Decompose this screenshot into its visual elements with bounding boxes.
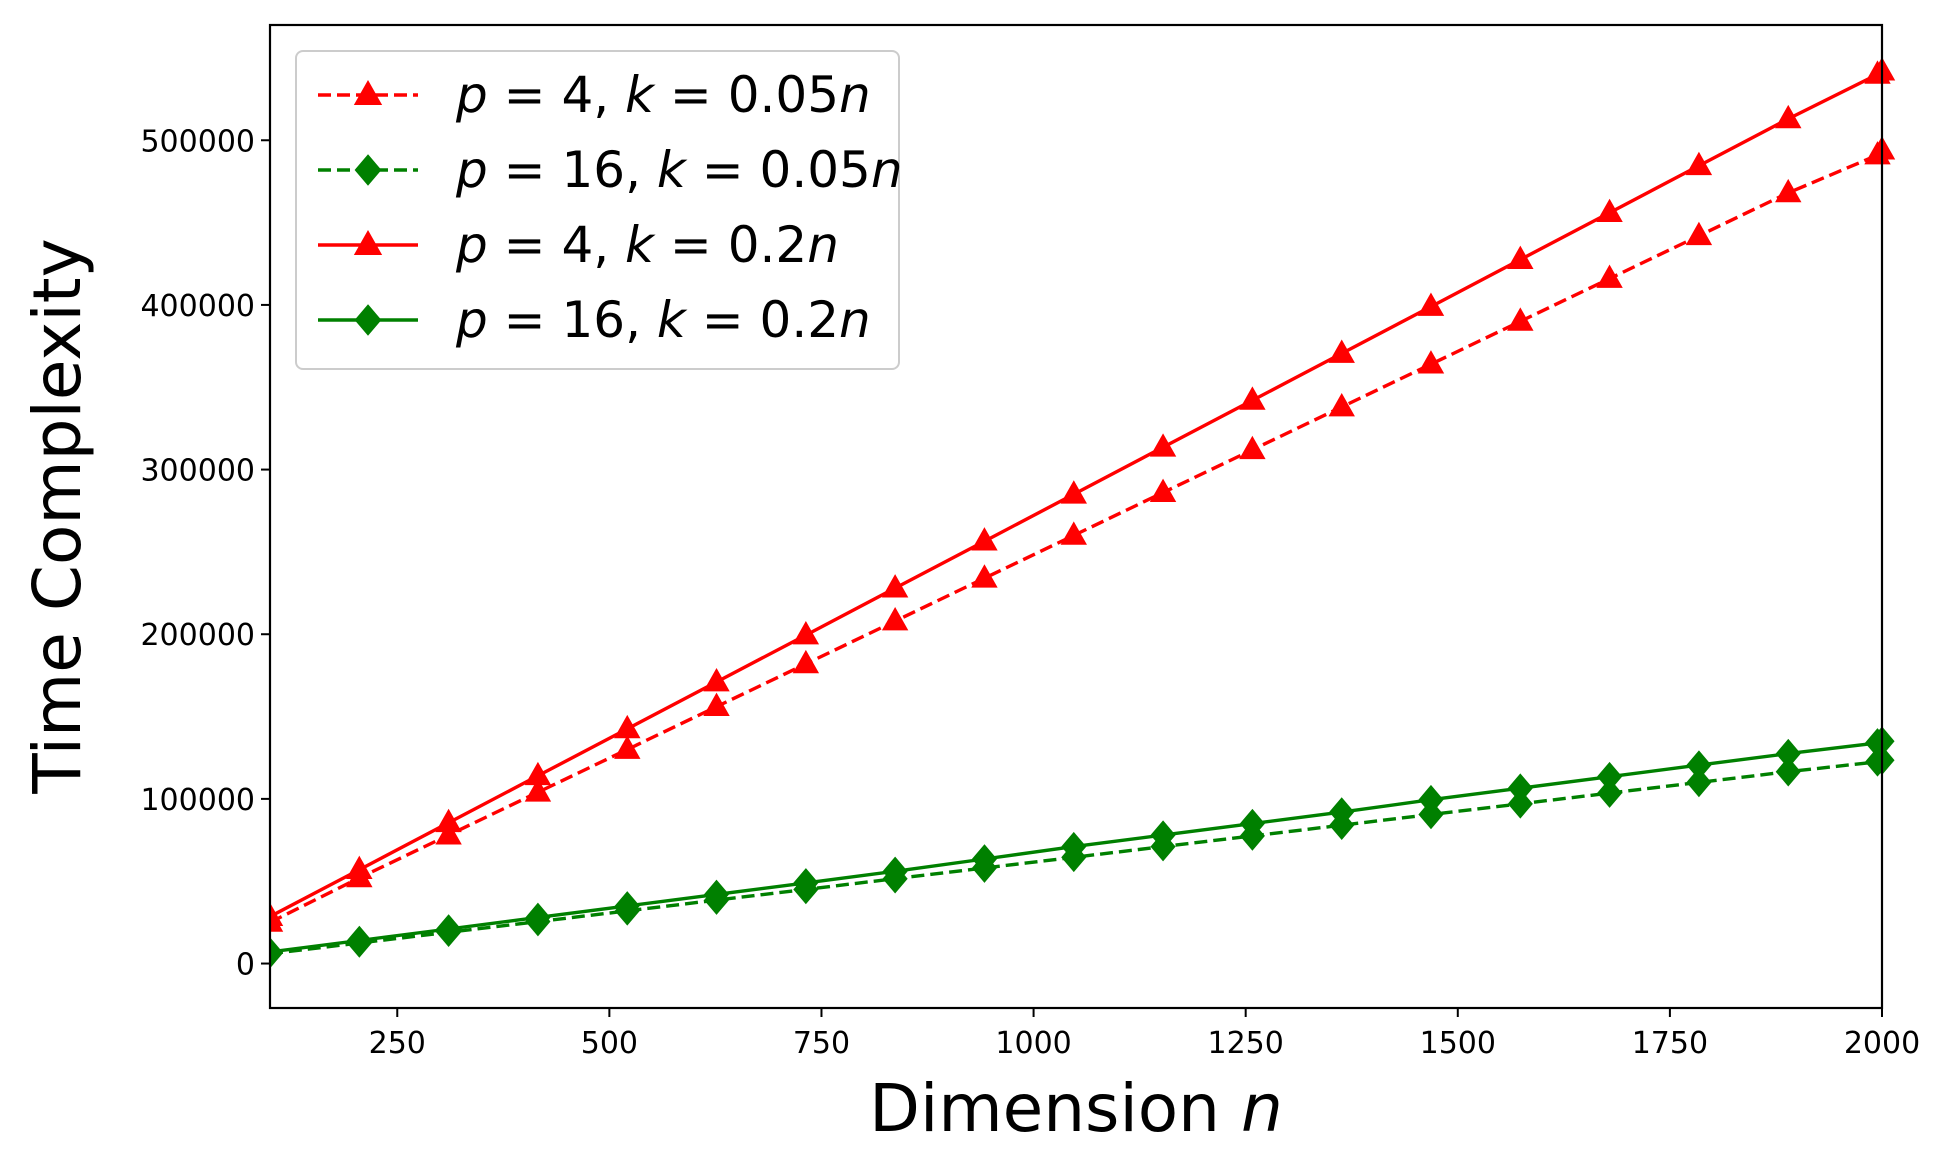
data-point (1775, 178, 1802, 203)
series-layer (270, 57, 1896, 969)
data-point (703, 692, 730, 717)
x-axis: 250 500 750 1000 1250 1500 1750 2000 (369, 1008, 1920, 1061)
data-point (524, 778, 552, 802)
data-point (614, 735, 641, 759)
x-tick-label: 1500 (1420, 1026, 1496, 1061)
legend: p = 4, k = 0.05n p = 16, k = 0.05n p = 4, … (295, 50, 903, 370)
y-tick-label: 400000 (140, 289, 255, 324)
data-point (1417, 292, 1445, 316)
series-line (270, 739, 1883, 954)
data-point (1061, 831, 1087, 862)
data-point (793, 868, 819, 898)
legend-label: p = 16, k = 0.05n (455, 141, 903, 199)
plot-frame (268, 23, 1884, 1010)
data-point (703, 879, 730, 910)
data-point (792, 649, 820, 674)
data-point (1239, 808, 1265, 839)
legend-item: p = 4, k = 0.05n (318, 66, 871, 124)
y-axis: 0 100000 200000 300000 400000 500000 (140, 124, 270, 983)
data-point (1328, 339, 1355, 363)
data-point (1149, 433, 1177, 457)
data-point (1239, 435, 1266, 460)
data-point (971, 527, 998, 551)
legend-label: p = 16, k = 0.2n (455, 291, 871, 349)
data-point (270, 902, 284, 926)
y-tick-label: 100000 (140, 783, 255, 818)
series-line (270, 148, 1884, 924)
data-point (1686, 750, 1712, 780)
data-point (1507, 773, 1533, 803)
data-point (270, 937, 283, 967)
legend-label: p = 4, k = 0.05n (455, 66, 871, 124)
legend-marker (354, 154, 382, 186)
data-point (1685, 221, 1713, 246)
y-tick-label: 0 (236, 948, 255, 983)
y-tick-label: 200000 (140, 618, 255, 653)
y-tick-label: 300000 (140, 454, 255, 489)
data-point (435, 821, 462, 845)
data-point (881, 574, 909, 598)
data-point (1060, 480, 1087, 504)
legend-item: p = 16, k = 0.2n (318, 291, 871, 349)
x-tick-label: 1000 (995, 1026, 1071, 1061)
data-point (1239, 386, 1266, 410)
x-axis-title-text: Dimension (869, 1070, 1220, 1147)
data-point (1685, 151, 1713, 176)
data-point (525, 902, 551, 933)
data-point (614, 891, 640, 921)
legend-item: p = 4, k = 0.2n (318, 216, 839, 274)
x-tick-label: 2000 (1844, 1026, 1920, 1061)
data-point (1418, 799, 1444, 830)
data-point (882, 856, 908, 887)
data-point (1329, 797, 1355, 827)
data-point (1149, 478, 1177, 502)
data-point (1328, 392, 1355, 417)
data-point (971, 844, 998, 874)
data-point (524, 761, 552, 786)
data-point (703, 667, 730, 692)
x-axis-title-variable: n (1241, 1070, 1283, 1147)
legend-marker (353, 229, 383, 256)
x-tick-label: 1250 (1208, 1026, 1284, 1061)
data-point (1060, 521, 1087, 545)
data-point (436, 914, 462, 944)
series-4 (270, 726, 1895, 967)
data-point (435, 808, 462, 833)
series-line (270, 69, 1884, 919)
legend-marker (354, 304, 382, 336)
x-tick-label: 250 (369, 1026, 426, 1061)
series-3 (270, 57, 1896, 926)
legend-item: p = 16, k = 0.05n (318, 141, 903, 199)
legend-box (295, 50, 900, 370)
data-point (1418, 784, 1444, 815)
x-axis-title: Dimension n (869, 1070, 1283, 1147)
x-tick-label: 1750 (1632, 1026, 1708, 1061)
data-point (1507, 245, 1534, 269)
data-point (1597, 761, 1623, 792)
data-point (614, 714, 641, 739)
x-tick-label: 750 (793, 1026, 850, 1061)
data-point (971, 564, 998, 588)
data-point (1775, 104, 1802, 129)
data-point (1507, 307, 1534, 331)
data-point (346, 925, 372, 956)
y-axis-title: Time Complexity (19, 238, 96, 794)
data-point (1596, 198, 1623, 223)
data-point (792, 621, 820, 645)
y-tick-label: 500000 (140, 124, 255, 159)
data-point (346, 855, 373, 880)
legend-label: p = 4, k = 0.2n (455, 216, 839, 274)
x-tick-label: 500 (581, 1026, 638, 1061)
legend-marker (353, 79, 383, 106)
data-point (1150, 820, 1176, 850)
data-point (1775, 738, 1801, 769)
data-point (881, 607, 909, 631)
data-point (1597, 778, 1623, 808)
data-point (1417, 350, 1445, 374)
data-point (1507, 789, 1533, 819)
data-point (1775, 756, 1801, 787)
data-point (1596, 264, 1623, 288)
data-point (1686, 767, 1712, 798)
